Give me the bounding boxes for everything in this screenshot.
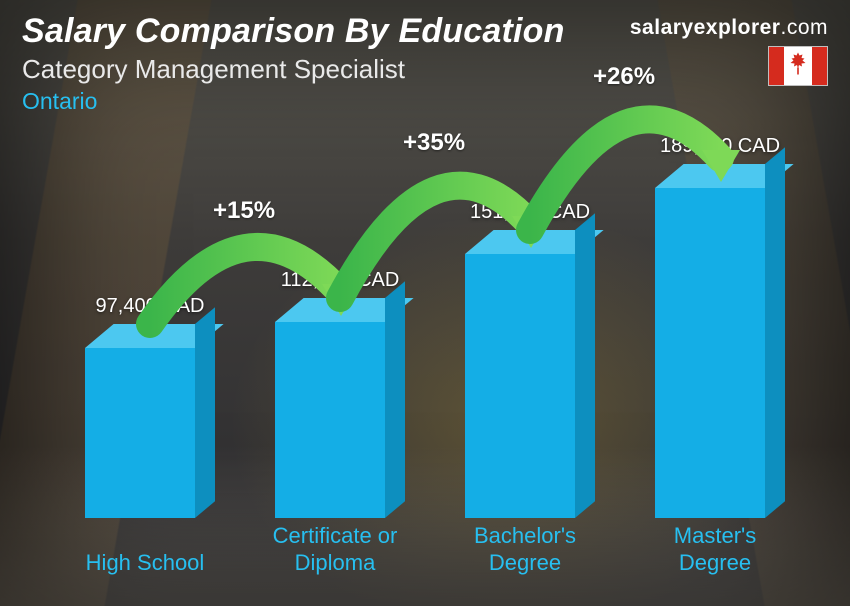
bar (655, 188, 765, 518)
increase-percent: +15% (213, 197, 275, 225)
region-label: Ontario (22, 88, 832, 115)
bar-chart: 97,400 CAD High School 112,000 CAD Certific… (40, 140, 800, 586)
bar-side-face (575, 213, 595, 518)
bar-side-face (765, 147, 785, 518)
bar-value-label: 151,000 CAD (435, 201, 625, 224)
bar-front-face (85, 348, 195, 518)
x-axis-label: Master'sDegree (615, 523, 815, 576)
brand-logo: salaryexplorer.com (630, 16, 828, 40)
bar-front-face (465, 254, 575, 518)
bar-front-face (275, 322, 385, 518)
increase-percent: +35% (403, 129, 465, 157)
bar-side-face (195, 307, 215, 518)
x-axis-label: Certificate orDiploma (235, 523, 435, 576)
brand-rest: .com (780, 16, 828, 39)
maple-leaf-icon (788, 52, 808, 78)
bar-side-face (385, 281, 405, 518)
bar (465, 254, 575, 518)
x-axis-label: High School (45, 550, 245, 576)
bar-value-label: 189,000 CAD (625, 135, 815, 158)
bar-value-label: 112,000 CAD (245, 269, 435, 292)
increase-percent: +26% (593, 63, 655, 91)
bar-front-face (655, 188, 765, 518)
flag-band-right (812, 47, 827, 85)
x-axis-label: Bachelor'sDegree (425, 523, 625, 576)
flag-band-left (769, 47, 784, 85)
bar-value-label: 97,400 CAD (55, 295, 245, 318)
bar (275, 322, 385, 518)
bar (85, 348, 195, 518)
brand-bold: salaryexplorer (630, 16, 781, 39)
page-subtitle: Category Management Specialist (22, 54, 832, 85)
flag-canada (768, 46, 828, 86)
flag-center (784, 47, 812, 85)
